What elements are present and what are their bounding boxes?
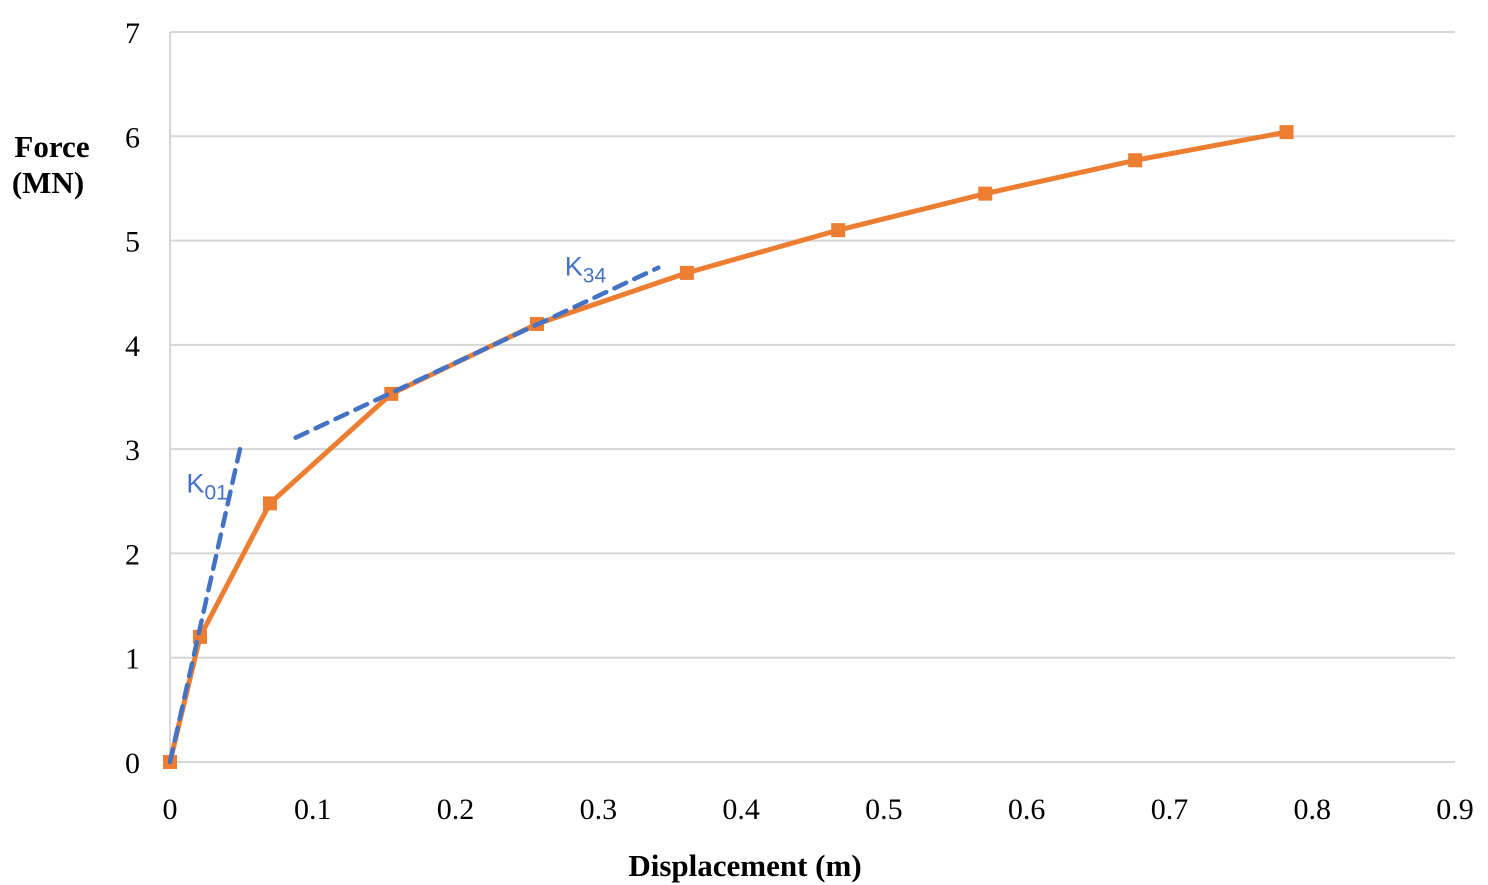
force-displacement-curve-marker-6 (831, 223, 846, 238)
x-tick-label-0.9: 0.9 (1436, 793, 1474, 826)
force-displacement-curve-marker-7 (978, 186, 993, 201)
force-displacement-curve-marker-2 (262, 496, 277, 511)
K34-stiffness-line-label: K34 (565, 252, 607, 288)
K01-stiffness-line-label: K01 (186, 469, 227, 505)
y-axis-title-line1: Force (14, 129, 89, 164)
y-tick-label-5: 5 (125, 226, 140, 259)
force-displacement-curve-line (167, 129, 1290, 765)
force-displacement-curve-marker-5 (679, 265, 694, 280)
x-tick-label-0: 0 (163, 793, 178, 826)
x-tick-label-0.1: 0.1 (294, 793, 332, 826)
force-displacement-curve-marker-9 (1279, 125, 1294, 140)
stiffness-annotations: K01 K34 (167, 252, 661, 765)
x-axis-title: Displacement (m) (628, 848, 861, 883)
force-displacement-curve-marker-8 (1128, 153, 1143, 168)
data-series (163, 125, 1294, 769)
y-tick-label-3: 3 (125, 434, 140, 467)
x-tick-label-0.6: 0.6 (1008, 793, 1046, 826)
y-tick-label-7: 7 (125, 17, 140, 50)
x-tick-label-0.7: 0.7 (1151, 793, 1189, 826)
x-tick-label-0.2: 0.2 (437, 793, 475, 826)
y-tick-label-6: 6 (125, 121, 140, 154)
y-tick-label-0: 0 (125, 747, 140, 780)
y-tick-label-2: 2 (125, 538, 140, 571)
x-tick-label-0.8: 0.8 (1293, 793, 1331, 826)
y-axis-title-line2: (MN) (12, 165, 84, 200)
x-tick-label-0.3: 0.3 (580, 793, 618, 826)
x-tick-label-0.4: 0.4 (722, 793, 760, 826)
y-tick-label-4: 4 (125, 330, 140, 363)
gridlines (169, 31, 1455, 763)
x-tick-label-0.5: 0.5 (865, 793, 903, 826)
K34-stiffness-line (293, 265, 661, 440)
axis-tick-labels: 0 1 2 3 4 5 6 7 0 0.1 0.2 0.3 0.4 0.5 0.6 0.7 0.8 0.9 (125, 17, 1474, 826)
K01-stiffness-line (167, 446, 243, 765)
y-tick-label-1: 1 (125, 643, 140, 676)
